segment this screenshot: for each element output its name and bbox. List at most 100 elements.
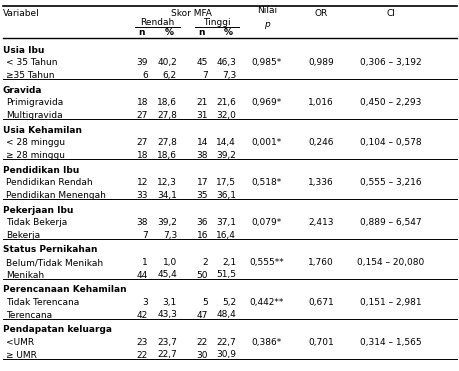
Text: 37,1: 37,1 [216,218,235,227]
Text: p: p [263,20,269,29]
Text: 33: 33 [136,190,148,200]
Text: 39,2: 39,2 [216,151,235,160]
Text: 0,151 – 2,981: 0,151 – 2,981 [359,298,421,307]
Text: Pekerjaan Ibu: Pekerjaan Ibu [3,206,73,214]
Text: ≥ UMR: ≥ UMR [6,351,37,359]
Text: 18: 18 [136,98,148,107]
Text: 39,2: 39,2 [157,218,177,227]
Text: Variabel: Variabel [3,9,39,17]
Text: 18,6: 18,6 [157,151,177,160]
Text: Pendapatan keluarga: Pendapatan keluarga [3,325,112,335]
Text: 0,989: 0,989 [308,58,333,67]
Text: ≥ 28 minggu: ≥ 28 minggu [6,151,65,160]
Text: Tidak Bekerja: Tidak Bekerja [6,218,67,227]
Text: ≥35 Tahun: ≥35 Tahun [6,70,54,79]
Text: 12,3: 12,3 [157,178,177,187]
Text: 30: 30 [196,351,207,359]
Text: 36,1: 36,1 [216,190,235,200]
Text: 17,5: 17,5 [216,178,235,187]
Text: 0,969*: 0,969* [252,98,281,107]
Text: 39: 39 [136,58,148,67]
Text: 3,1: 3,1 [162,298,177,307]
Text: 47: 47 [196,311,207,319]
Text: 16,4: 16,4 [216,230,235,240]
Text: 0,001*: 0,001* [252,138,281,147]
Text: 2,1: 2,1 [221,258,235,267]
Text: 43,3: 43,3 [157,311,177,319]
Text: 36: 36 [196,218,207,227]
Text: 21,6: 21,6 [216,98,235,107]
Text: Usia Ibu: Usia Ibu [3,46,44,55]
Text: 27,8: 27,8 [157,111,177,119]
Text: 21: 21 [196,98,207,107]
Text: 22,7: 22,7 [157,351,177,359]
Text: 7,3: 7,3 [221,70,235,79]
Text: 1,760: 1,760 [308,258,333,267]
Text: Usia Kehamilan: Usia Kehamilan [3,125,82,135]
Text: 18: 18 [136,151,148,160]
Text: n: n [198,27,205,36]
Text: Gravida: Gravida [3,85,42,95]
Text: 27,8: 27,8 [157,138,177,147]
Text: 32,0: 32,0 [216,111,235,119]
Text: n: n [139,27,145,36]
Text: 50: 50 [196,270,207,279]
Text: Tinggi: Tinggi [203,17,230,26]
Text: 7: 7 [202,70,207,79]
Text: OR: OR [313,9,327,17]
Text: Primigravida: Primigravida [6,98,63,107]
Text: 14,4: 14,4 [216,138,235,147]
Text: Terencana: Terencana [6,311,52,319]
Text: CI: CI [386,9,395,17]
Text: 44: 44 [136,270,148,279]
Text: 1,0: 1,0 [162,258,177,267]
Text: 0,246: 0,246 [308,138,333,147]
Text: 0,889 – 6,547: 0,889 – 6,547 [359,218,421,227]
Text: 0,450 – 2,293: 0,450 – 2,293 [359,98,421,107]
Text: 51,5: 51,5 [216,270,235,279]
Text: 17: 17 [196,178,207,187]
Text: 0,555 – 3,216: 0,555 – 3,216 [359,178,421,187]
Text: %: % [164,27,173,36]
Text: < 28 minggu: < 28 minggu [6,138,65,147]
Text: 3: 3 [142,298,148,307]
Text: Bekerja: Bekerja [6,230,40,240]
Text: 2: 2 [202,258,207,267]
Text: 22,7: 22,7 [216,338,235,347]
Text: 42: 42 [136,311,148,319]
Text: Status Pernikahan: Status Pernikahan [3,246,97,255]
Text: Belum/Tidak Menikah: Belum/Tidak Menikah [6,258,103,267]
Text: 27: 27 [136,111,148,119]
Text: 18,6: 18,6 [157,98,177,107]
Text: Pendidikan Menengah: Pendidikan Menengah [6,190,106,200]
Text: 23: 23 [136,338,148,347]
Text: 16: 16 [196,230,207,240]
Text: Nilai: Nilai [257,6,276,14]
Text: 0,518*: 0,518* [252,178,281,187]
Text: 0,555**: 0,555** [249,258,284,267]
Text: 5: 5 [202,298,207,307]
Text: 0,079*: 0,079* [252,218,281,227]
Text: 14: 14 [196,138,207,147]
Text: 7: 7 [142,230,148,240]
Text: 22: 22 [196,338,207,347]
Text: Tidak Terencana: Tidak Terencana [6,298,79,307]
Text: 0,985*: 0,985* [252,58,281,67]
Text: Rendah: Rendah [140,17,174,26]
Text: 35: 35 [196,190,207,200]
Text: 2,413: 2,413 [308,218,333,227]
Text: Multigravida: Multigravida [6,111,62,119]
Text: 46,3: 46,3 [216,58,235,67]
Text: 6,2: 6,2 [162,70,177,79]
Text: 7,3: 7,3 [162,230,177,240]
Text: 27: 27 [136,138,148,147]
Text: 40,2: 40,2 [157,58,177,67]
Text: Pendidikan Rendah: Pendidikan Rendah [6,178,92,187]
Text: 23,7: 23,7 [157,338,177,347]
Text: 22: 22 [136,351,148,359]
Text: 0,442**: 0,442** [249,298,284,307]
Text: 0,386*: 0,386* [252,338,281,347]
Text: %: % [223,27,232,36]
Text: 48,4: 48,4 [216,311,235,319]
Text: 31: 31 [196,111,207,119]
